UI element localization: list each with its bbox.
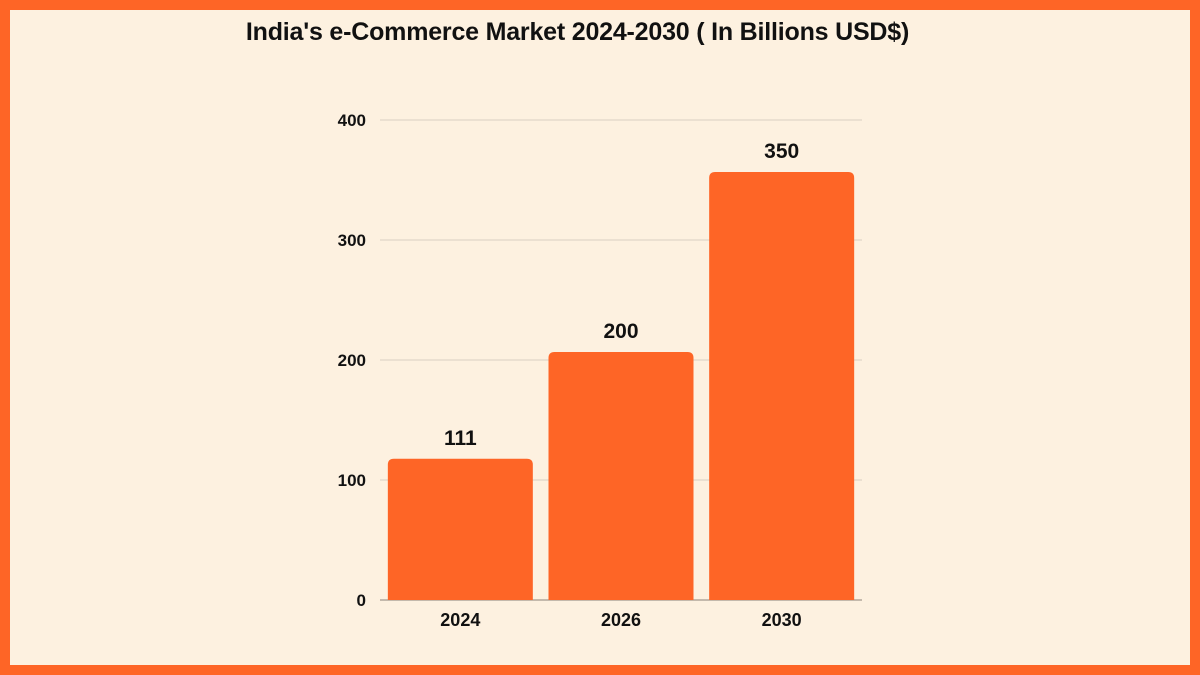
x-tick-label-2030: 2030	[762, 610, 802, 630]
y-tick-label: 400	[338, 111, 366, 130]
y-tick-label: 0	[357, 591, 366, 610]
y-tick-label: 100	[338, 471, 366, 490]
data-label-2024: 111	[444, 427, 477, 450]
x-tick-label-2024: 2024	[440, 610, 480, 630]
data-label-2030: 350	[764, 140, 799, 163]
labels: 0 100 200 300 400 111 2024 200 2026 350 2030	[338, 111, 802, 630]
bar-2026	[548, 352, 694, 600]
y-tick-label: 300	[338, 231, 366, 250]
chart-title: India's e-Commerce Market 2024-2030 ( In…	[245, 18, 910, 46]
x-tick-label-2026: 2026	[601, 610, 641, 630]
data-label-2026: 200	[603, 320, 638, 343]
bar-2024	[387, 458, 533, 600]
bars	[387, 172, 855, 600]
bar-2030	[709, 172, 855, 600]
y-tick-label: 200	[338, 351, 366, 370]
